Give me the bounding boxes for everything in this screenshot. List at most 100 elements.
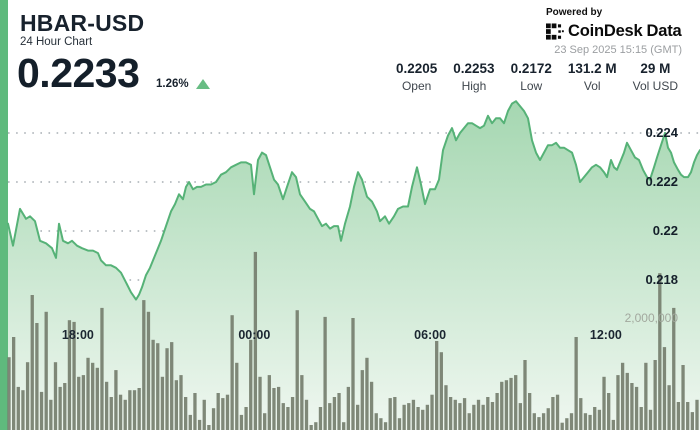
volume-bar	[383, 422, 388, 430]
volume-bar	[202, 399, 206, 430]
volume-bar	[532, 413, 536, 430]
volume-bar	[304, 399, 309, 430]
arrow-up-icon	[195, 79, 210, 89]
volume-bar	[249, 339, 253, 430]
volume-bar	[588, 414, 592, 430]
volume-bar	[648, 409, 653, 430]
coindesk-logo-icon	[546, 22, 564, 40]
stat-vol-usd-label: Vol USD	[632, 79, 678, 93]
volume-bar	[174, 380, 178, 430]
volume-bar	[476, 399, 481, 430]
volume-bar	[686, 402, 690, 430]
volume-bar	[407, 403, 411, 430]
volume-bar	[435, 341, 439, 430]
volume-bar	[63, 383, 67, 430]
timestamp: 23 Sep 2025 15:15 (GMT)	[554, 44, 682, 56]
volume-bar	[170, 342, 174, 430]
page-title: HBAR-USD	[20, 10, 145, 36]
volume-bar	[281, 403, 285, 430]
volume-bar	[653, 360, 657, 430]
current-price: 0.2233	[17, 50, 140, 96]
volume-bar	[7, 357, 11, 430]
volume-bar	[625, 372, 629, 430]
volume-bar	[44, 311, 48, 430]
price-line	[7, 100, 700, 301]
volume-bar	[425, 404, 430, 430]
volume-bar	[472, 404, 476, 430]
stat-vol-label: Vol	[583, 79, 601, 93]
volume-bar	[188, 414, 192, 430]
volume-bar	[672, 307, 676, 430]
time-axis-label: 00:00	[238, 328, 271, 342]
brand-coindesk: CoinDesk	[568, 22, 643, 40]
powered-by-block: Powered by CoinDesk Data 23 Sep 2025 15:1…	[546, 7, 682, 56]
volume-bar	[253, 251, 258, 430]
volume-bar	[565, 418, 569, 430]
volume-bar	[25, 362, 30, 430]
stat-high-value: 0.2253	[453, 61, 495, 76]
volume-bar	[114, 370, 118, 430]
volume-bar	[128, 390, 132, 430]
volume-bar	[462, 398, 467, 430]
volume-bar	[230, 315, 234, 430]
time-axis-label: 18:00	[61, 328, 94, 342]
volume-bar	[397, 418, 402, 430]
volume-bar	[146, 311, 151, 430]
volume-bar	[658, 273, 662, 430]
volume-bar	[332, 397, 337, 430]
volume-bar	[211, 408, 216, 430]
price-tick-label: 0.22	[652, 223, 678, 238]
time-axis-label: 06:00	[414, 328, 447, 342]
volume-bar	[528, 393, 532, 430]
volume-bar	[690, 412, 694, 430]
volume-bar	[272, 388, 276, 430]
volume-bar	[360, 370, 364, 430]
volume-bar	[142, 300, 146, 430]
volume-bar	[411, 399, 416, 430]
volume-bar	[300, 375, 304, 430]
volume-bar	[337, 393, 341, 430]
volume-bar	[91, 362, 95, 430]
stat-open: 0.2205 Open	[396, 61, 437, 93]
volume-bar	[514, 375, 518, 430]
volume-bar	[81, 375, 86, 430]
volume-bar	[216, 393, 220, 430]
stat-vol-usd-value: 29 M	[640, 61, 671, 76]
volume-bar	[486, 397, 490, 430]
volume-bar	[67, 320, 72, 430]
volume-bar	[309, 425, 313, 430]
time-axis-label: 12:00	[589, 328, 622, 342]
volume-bar	[72, 321, 76, 430]
volume-bar	[374, 413, 378, 430]
price-change: 1.26%	[156, 78, 210, 90]
volume-bar	[225, 394, 230, 430]
volume-bar	[458, 403, 462, 430]
volume-bar	[551, 397, 555, 430]
volume-bar	[369, 381, 374, 430]
volume-bar	[77, 376, 81, 430]
volume-bar	[500, 381, 504, 430]
volume-bar	[388, 398, 392, 430]
volume-bar	[607, 393, 611, 430]
volume-bar	[453, 399, 457, 430]
volume-bar	[160, 376, 165, 430]
price-tick-label: 0.222	[645, 174, 678, 189]
volume-bar	[193, 393, 197, 430]
volume-bar	[118, 394, 123, 430]
volume-bar	[560, 422, 564, 430]
chart-subtitle: 24 Hour Chart	[20, 36, 93, 48]
volume-bar	[597, 409, 602, 430]
volume-bar	[676, 402, 681, 430]
volume-bar	[276, 386, 281, 430]
volume-bar	[509, 377, 513, 430]
volume-bar	[616, 375, 620, 430]
volume-bar	[109, 397, 113, 430]
volume-bar	[346, 386, 350, 430]
stat-high-label: High	[461, 79, 487, 93]
volume-bar	[244, 407, 248, 430]
volume-bar	[323, 316, 327, 430]
volume-bar	[49, 399, 53, 430]
volume-bar	[537, 417, 541, 430]
stat-low: 0.2172 Low	[511, 61, 552, 93]
